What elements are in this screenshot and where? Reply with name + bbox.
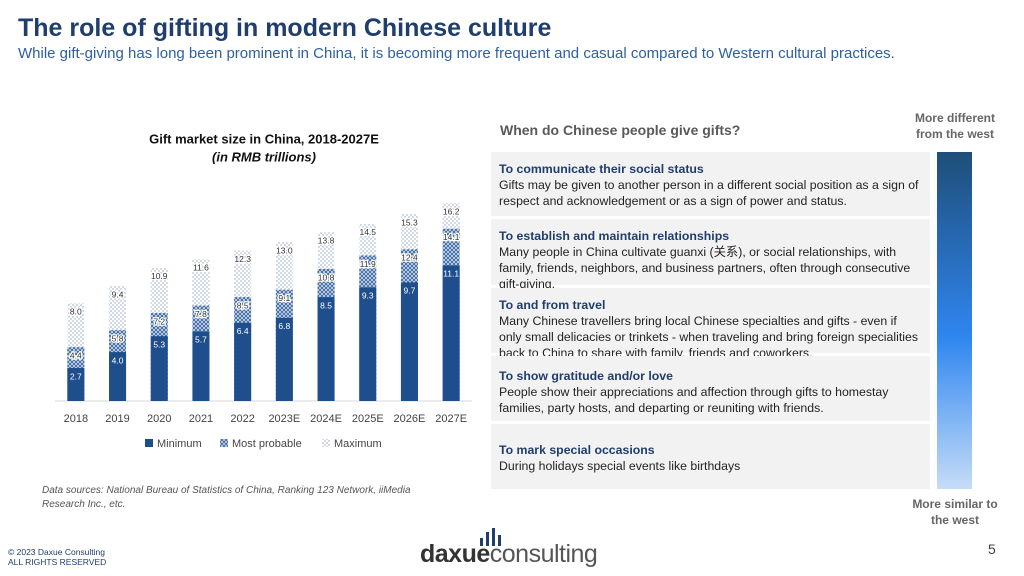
logo: daxueconsulting	[420, 540, 598, 569]
title: The role of gifting in modern Chinese cu…	[18, 14, 552, 42]
legend-swatch	[220, 439, 228, 447]
value-label: 11.9	[360, 259, 376, 269]
bar	[192, 331, 210, 401]
reason-text: People show their appreciations and affe…	[499, 385, 889, 415]
value-label: 11.1	[443, 269, 459, 279]
bar	[109, 352, 127, 401]
value-label: 9.1	[278, 293, 290, 303]
reason-title: To mark special occasions	[499, 443, 655, 457]
page-number: 5	[988, 541, 996, 557]
reason-title: To communicate their social status	[499, 162, 704, 176]
reason-item: To and from travel Many Chinese traveller…	[491, 288, 930, 360]
value-label: 8.5	[237, 300, 249, 310]
value-label: 12.4	[401, 253, 418, 263]
bar	[359, 287, 377, 401]
subtitle: While gift-giving has long been prominen…	[18, 45, 895, 62]
x-tick-label: 2023E	[268, 413, 300, 425]
value-label: 14.1	[443, 232, 460, 242]
panel-title: When do Chinese people give gifts?	[500, 122, 741, 138]
legend-label: Maximum	[334, 438, 382, 450]
value-label: 7.2	[153, 316, 165, 326]
chart-title: Gift market size in China, 2018-2027E	[149, 131, 379, 146]
legend-label: Most probable	[232, 438, 302, 450]
value-label: 8.0	[70, 306, 82, 316]
value-label: 4.0	[112, 355, 124, 365]
value-label: 11.6	[193, 262, 209, 272]
reason-text: Many people in China cultivate guanxi (关…	[499, 245, 911, 291]
legend-label: Minimum	[157, 438, 202, 450]
rights: ALL RIGHTS RESERVED	[8, 557, 107, 567]
value-label: 14.5	[359, 227, 376, 237]
value-label: 2.7	[70, 371, 82, 381]
value-label: 9.4	[112, 289, 124, 299]
reason-text: Gifts may be given to another person in …	[499, 178, 919, 208]
value-label: 16.2	[443, 206, 460, 216]
reason-title: To show gratitude and/or love	[499, 369, 673, 383]
reason-text: Many Chinese travellers bring local Chin…	[499, 314, 918, 360]
bar	[67, 368, 85, 401]
logo-text: daxue	[420, 540, 490, 568]
reason-title: To and from travel	[499, 298, 606, 312]
x-tick-label: 2024E	[310, 413, 342, 425]
value-label: 6.4	[237, 326, 249, 336]
reason-text: During holidays special events like birt…	[499, 459, 741, 473]
x-tick-label: 2025E	[352, 413, 384, 425]
chart: Gift market size in China, 2018-2027E (i…	[55, 131, 472, 450]
chart-subtitle: (in RMB trillions)	[212, 149, 316, 164]
bar	[275, 317, 293, 401]
bar	[234, 322, 252, 401]
copyright: © 2023 Daxue Consulting	[8, 547, 105, 557]
scale-top-label: More different from the west	[914, 111, 995, 141]
x-tick-label: 2026E	[394, 413, 426, 425]
x-tick-label: 2027E	[435, 413, 467, 425]
value-label: 15.3	[401, 217, 418, 227]
legend-swatch	[145, 439, 153, 447]
reason-item: To communicate their social status Gifts …	[491, 152, 930, 216]
value-label: 9.7	[404, 286, 416, 296]
scale-bar	[937, 152, 972, 489]
value-label: 6.8	[278, 321, 290, 331]
reason-title: To establish and maintain relationships	[499, 229, 730, 243]
reason-item: To mark special occasions During holidays…	[491, 424, 930, 489]
x-tick-label: 2020	[147, 413, 171, 425]
source-note: Data sources: National Bureau of Statist…	[42, 485, 411, 510]
bar	[442, 265, 460, 401]
x-tick-label: 2022	[230, 413, 254, 425]
legend-swatch	[322, 439, 330, 447]
bar	[317, 297, 335, 401]
bar	[400, 282, 418, 401]
scale-bottom-label: More similar to the west	[912, 497, 998, 527]
value-label: 12.3	[234, 254, 251, 264]
bar	[150, 336, 168, 401]
value-label: 5.3	[153, 339, 165, 349]
value-label: 5.7	[195, 335, 207, 345]
logo-icon	[480, 528, 501, 546]
reason-item: To establish and maintain relationships M…	[491, 219, 930, 291]
value-label: 8.5	[320, 300, 332, 310]
value-label: 13.0	[276, 245, 293, 255]
x-tick-label: 2019	[105, 413, 129, 425]
reason-item: To show gratitude and/or love People show…	[491, 356, 930, 421]
value-label: 13.8	[318, 236, 335, 246]
value-label: 7.8	[195, 309, 207, 319]
value-label: 10.9	[151, 271, 168, 281]
value-label: 4.4	[70, 350, 82, 360]
x-tick-label: 2021	[189, 413, 213, 425]
value-label: 9.3	[362, 291, 374, 301]
value-label: 10.8	[318, 272, 335, 282]
value-label: 5.8	[112, 333, 124, 343]
x-tick-label: 2018	[64, 413, 88, 425]
logo-text: consulting	[489, 540, 598, 568]
